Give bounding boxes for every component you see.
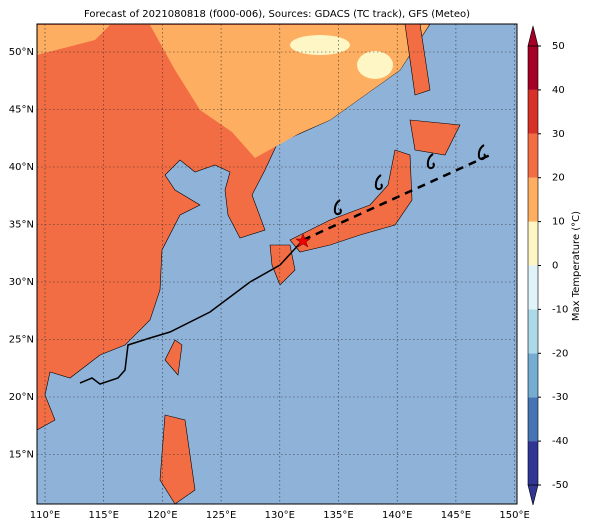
- tc-track: [79, 144, 491, 385]
- colorbar-bin: [528, 353, 538, 398]
- colorbar-tick-label: 50: [552, 41, 565, 52]
- colorbar-bin: [528, 133, 538, 178]
- colorbar-bin: [528, 397, 538, 442]
- lat-label: 35°N: [9, 220, 34, 231]
- colorbar-tick-label: 30: [552, 129, 565, 140]
- colorbar-label: Max Temperature (°C): [571, 211, 582, 321]
- map-title: Forecast of 2021080818 (f000-006), Sourc…: [84, 9, 470, 20]
- graticule: 50°N 45°N 40°N 35°N 30°N 25°N 20°N 15°N 110°E 115…: [9, 24, 530, 521]
- map-frame: [36, 23, 518, 505]
- lon-label: 110°E: [30, 510, 60, 521]
- lat-label: 40°N: [9, 162, 34, 173]
- colorbar: -50 -40 -30 -20 -10 0 10 20 30 40 50: [527, 25, 568, 506]
- lat-label: 15°N: [9, 450, 34, 461]
- colorbar-bin: [528, 177, 538, 222]
- lat-label: 20°N: [9, 392, 34, 403]
- colorbar-bin: [528, 89, 538, 134]
- colorbar-tick-label: 40: [552, 85, 565, 96]
- lon-label: 150°E: [499, 510, 529, 521]
- lat-label: 50°N: [9, 47, 34, 58]
- lon-label: 125°E: [206, 510, 236, 521]
- land: [36, 23, 461, 505]
- colorbar-extend-top: [527, 25, 539, 47]
- lat-label: 25°N: [9, 335, 34, 346]
- lon-label: 130°E: [265, 510, 295, 521]
- colorbar-tick-label: -30: [552, 392, 568, 403]
- colorbar-extend-bottom: [527, 484, 539, 506]
- lat-label: 45°N: [9, 105, 34, 116]
- lon-label: 135°E: [323, 510, 353, 521]
- colorbar-tick-label: 20: [552, 173, 565, 184]
- colorbar-bin: [528, 441, 538, 485]
- colorbar-tick-label: 0: [552, 261, 558, 272]
- lon-label: 140°E: [382, 510, 412, 521]
- lon-label: 120°E: [147, 510, 177, 521]
- colorbar-tick-label: -40: [552, 436, 568, 447]
- lon-label: 115°E: [88, 510, 118, 521]
- colorbar-bin: [528, 46, 538, 90]
- colorbar-bin: [528, 309, 538, 354]
- colorbar-bin: [528, 221, 538, 266]
- lat-label: 30°N: [9, 277, 34, 288]
- colorbar-bin: [528, 265, 538, 310]
- colorbar-tick-label: -10: [552, 304, 568, 315]
- lon-label: 145°E: [441, 510, 471, 521]
- colorbar-tick-label: -50: [552, 480, 568, 491]
- colorbar-tick-label: -20: [552, 348, 568, 359]
- colorbar-tick-label: 10: [552, 217, 565, 228]
